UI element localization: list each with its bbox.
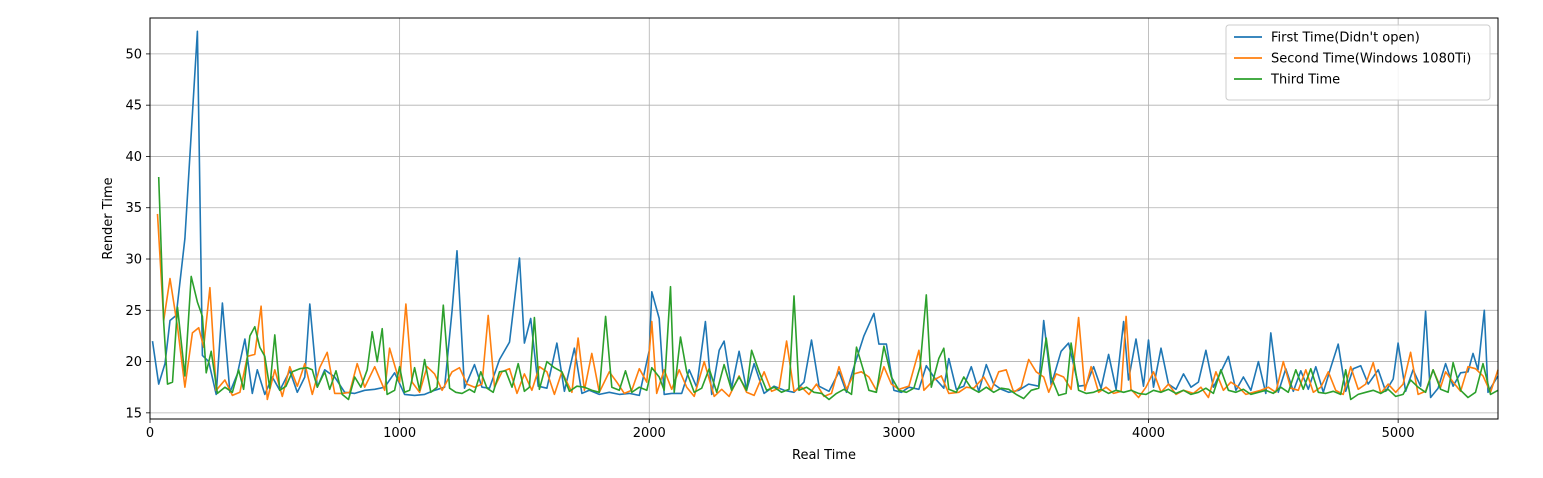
plot-frame [149, 17, 1499, 420]
y-axis-label: Render Time [101, 177, 116, 259]
y-tick-label: 45 [125, 99, 142, 114]
x-tick-label: 0 [146, 426, 154, 441]
series-line-2 [156, 213, 1499, 401]
legend-label-1: First Time(Didn't open) [1271, 31, 1420, 46]
x-tick-label: 4000 [1132, 426, 1165, 441]
y-tick-label: 20 [125, 355, 142, 370]
x-tick-label: 2000 [633, 426, 666, 441]
y-tick-label: 30 [125, 253, 142, 268]
x-tick-label: 1000 [383, 426, 416, 441]
legend-label-3: Third Time [1270, 73, 1340, 88]
x-axis-label: Real Time [792, 448, 856, 463]
y-tick-label: 15 [125, 406, 142, 421]
x-tick-label: 5000 [1382, 426, 1415, 441]
series-lines [151, 30, 1499, 401]
x-tick-label: 3000 [882, 426, 915, 441]
y-tick-label: 25 [125, 304, 142, 319]
y-tick-label: 35 [125, 201, 142, 216]
series-line-3 [157, 176, 1499, 401]
y-axis: 15 20 25 30 35 40 45 50 [125, 47, 150, 421]
legend-label-2: Second Time(Windows 1080Ti) [1271, 52, 1471, 67]
x-axis: 0 1000 2000 3000 4000 5000 [146, 419, 1415, 441]
y-tick-label: 50 [125, 47, 142, 62]
y-tick-label: 40 [125, 150, 142, 165]
legend: First Time(Didn't open) Second Time(Windo… [1225, 24, 1491, 101]
series-line-1 [151, 30, 1499, 399]
legend-box [1225, 24, 1491, 101]
